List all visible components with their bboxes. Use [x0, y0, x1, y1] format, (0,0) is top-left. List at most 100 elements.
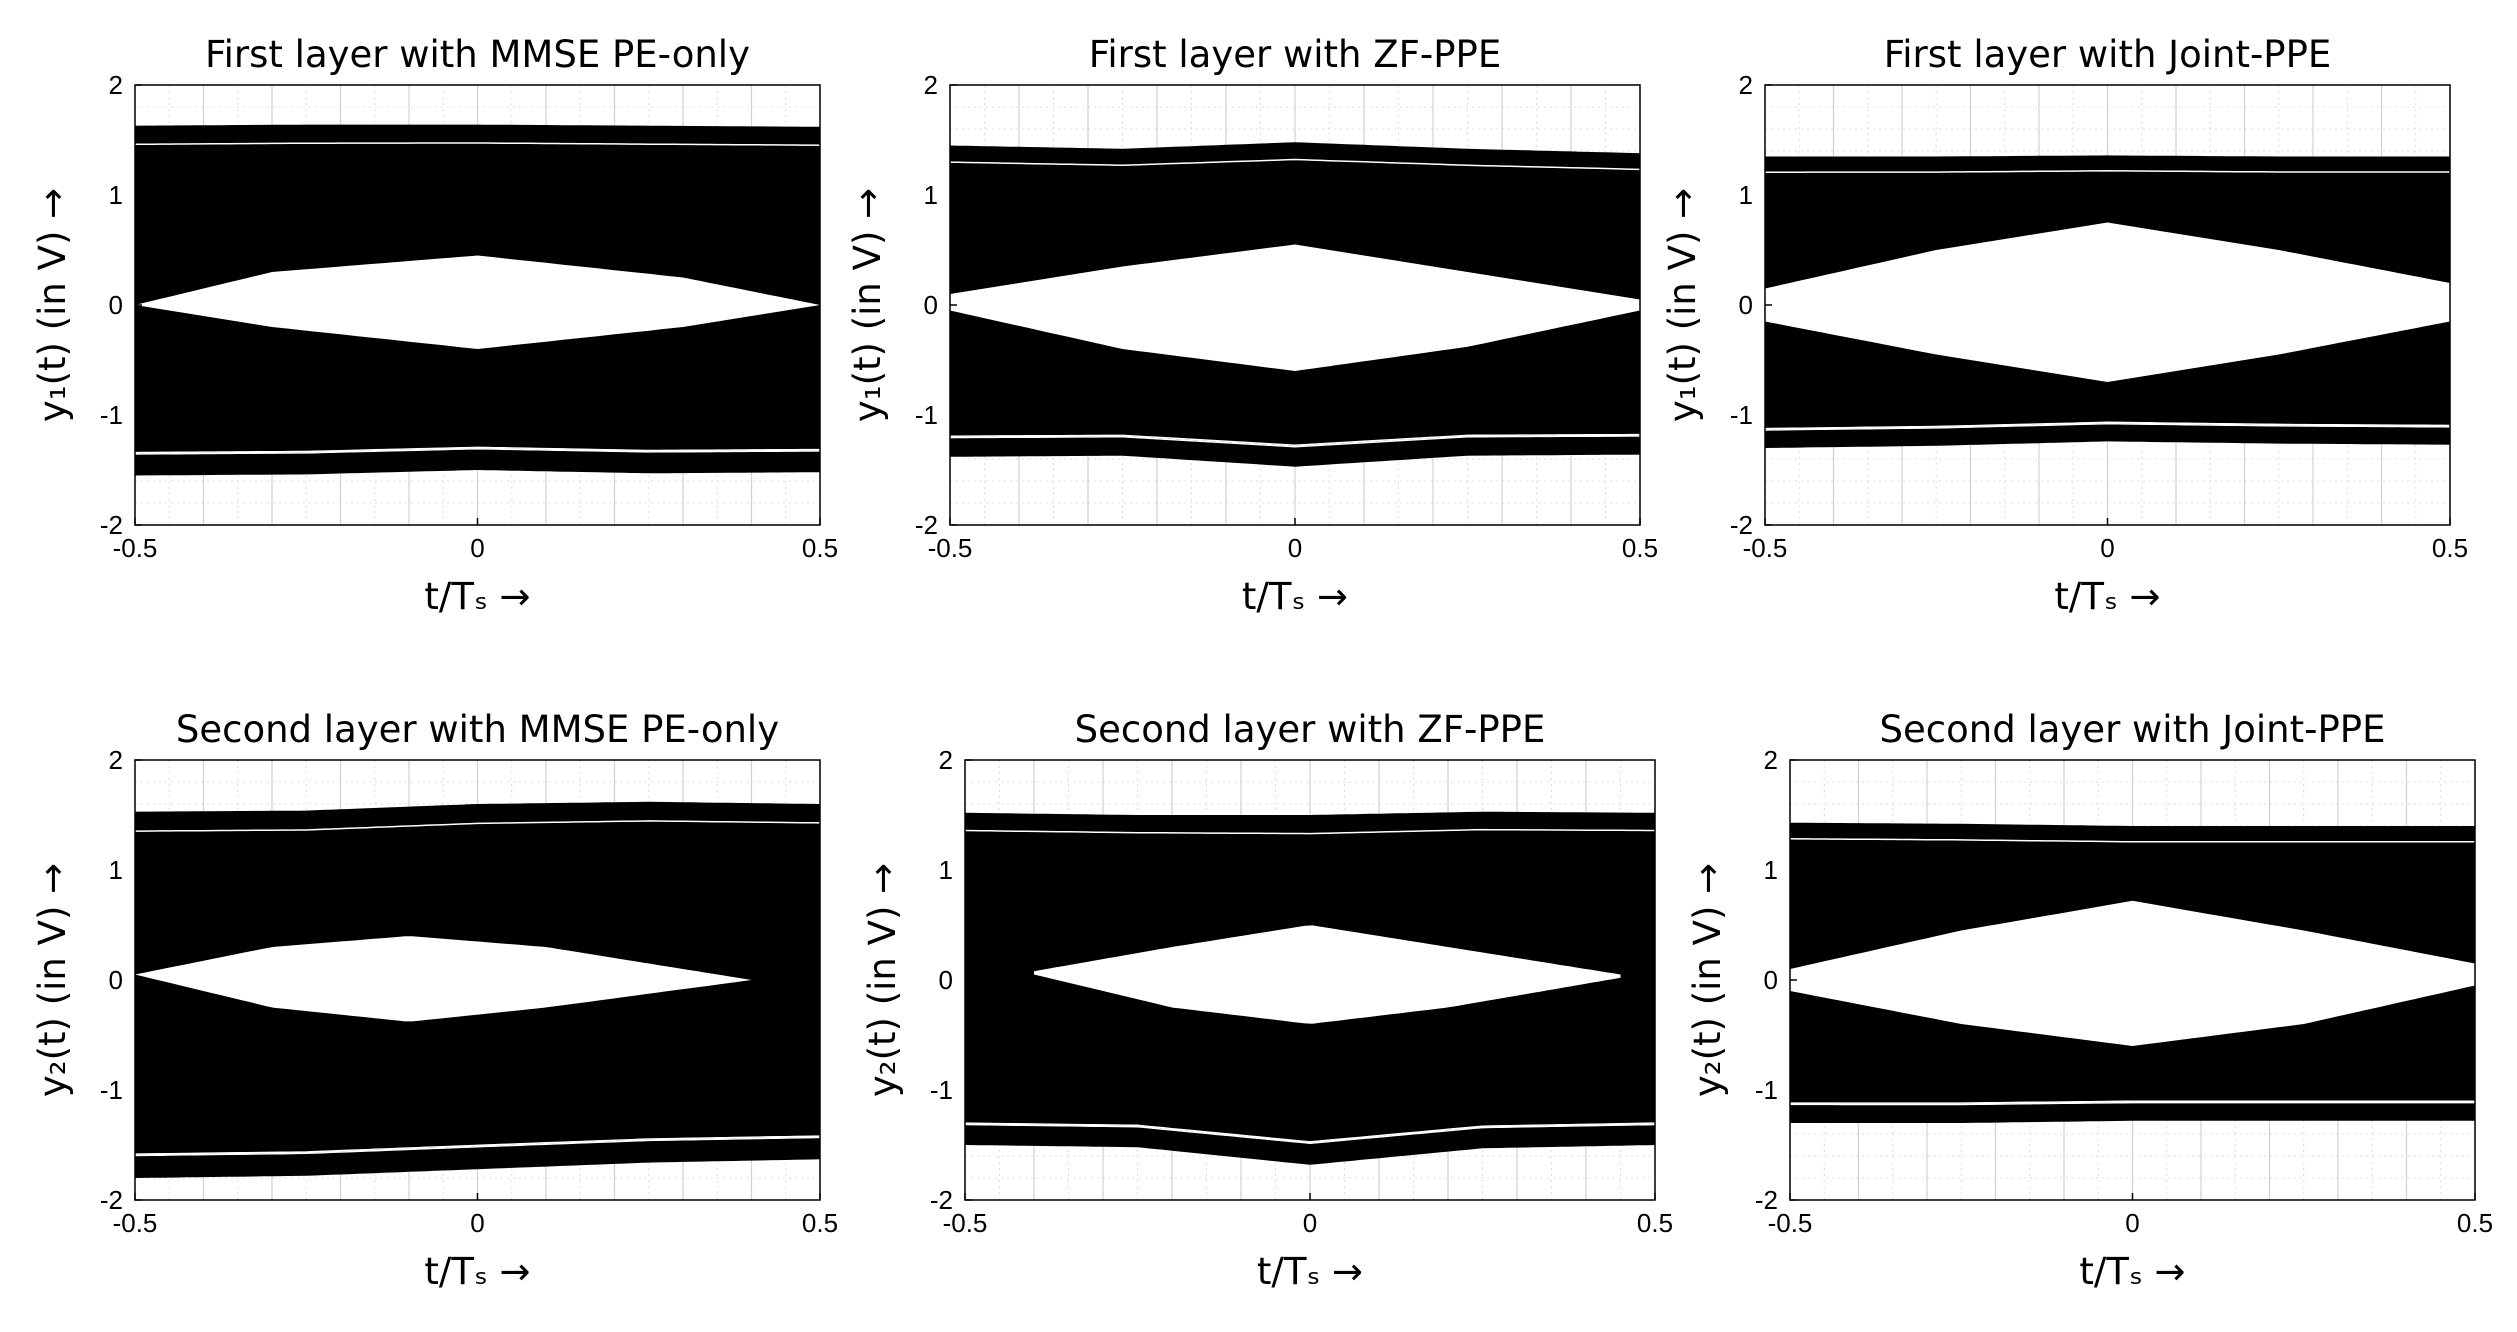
- x-tick-label: 0.5: [1622, 533, 1658, 563]
- chart-title: Second layer with MMSE PE-only: [176, 708, 779, 751]
- x-tick-label: -0.5: [1768, 1208, 1813, 1238]
- eye-opening: [950, 244, 1640, 371]
- y-tick-label: -1: [915, 400, 938, 430]
- trace-line: [1789, 838, 2475, 843]
- eye-opening: [1790, 900, 2475, 1046]
- x-tick-label: 0: [470, 1208, 484, 1238]
- x-tick-label: -0.5: [1743, 533, 1788, 563]
- trace-lines: [134, 820, 821, 1157]
- y-axis-label: y₁(t) (in V) →: [31, 188, 74, 422]
- y-tick-label: -1: [930, 1075, 953, 1105]
- y-tick-label: 1: [924, 180, 938, 210]
- y-tick-label: 1: [109, 180, 123, 210]
- trace-line: [1790, 1100, 2475, 1104]
- subplot-4: -2 -1 0 1 2 -0.5 0 0.5 Second layer with MMSE PE…: [31, 708, 838, 1293]
- y-axis-label: y₁(t) (in V) →: [1661, 188, 1704, 422]
- eye-opening: [135, 255, 820, 349]
- x-tick-label: -0.5: [943, 1208, 988, 1238]
- trace-line: [1764, 421, 2451, 430]
- y-tick-label: -2: [1730, 510, 1753, 540]
- chart-title: First layer with ZF-PPE: [1089, 33, 1501, 76]
- trace-line: [134, 142, 821, 146]
- y-tick-label: -1: [100, 400, 123, 430]
- subplot-3: -2 -1 0 1 2 -0.5 0 0.5 First layer with Joint-PP…: [1661, 33, 2468, 618]
- subplot-5: -2 -1 0 1 2 -0.5 0 0.5 Second layer with ZF-PPE t…: [861, 708, 1673, 1293]
- y-tick-label: -2: [915, 510, 938, 540]
- y-tick-label: -1: [100, 1075, 123, 1105]
- x-tick-label: 0: [1288, 533, 1302, 563]
- chart-title: Second layer with ZF-PPE: [1075, 708, 1546, 751]
- trace-line: [134, 1135, 821, 1155]
- subplot-2: -2 -1 0 1 2 -0.5 0 0.5 First layer with ZF-PPE t/…: [846, 33, 1658, 618]
- x-tick-label: -0.5: [113, 1208, 158, 1238]
- chart-title: First layer with MMSE PE-only: [205, 33, 750, 76]
- trace-line: [135, 820, 821, 832]
- trace-line: [1764, 422, 2451, 431]
- y-tick-label: -1: [1755, 1075, 1778, 1105]
- y-tick-label: 0: [1739, 290, 1753, 320]
- x-tick-label: 0: [2100, 533, 2114, 563]
- trace-line: [134, 447, 821, 455]
- y-tick-label: -1: [1730, 400, 1753, 430]
- y-tick-label: 2: [924, 70, 938, 100]
- eye-opening: [1034, 925, 1621, 1024]
- eye-opening: [135, 936, 752, 1022]
- trace-lines: [964, 828, 1656, 1145]
- y-tick-label: 2: [1739, 70, 1753, 100]
- y-tick-label: 0: [924, 290, 938, 320]
- y-tick-label: 2: [109, 745, 123, 775]
- x-axis-label: t/Tₛ →: [424, 1250, 530, 1293]
- y-tick-label: 1: [939, 855, 953, 885]
- y-axis-label: y₂(t) (in V) →: [31, 863, 74, 1097]
- x-tick-label: 0.5: [802, 1208, 838, 1238]
- trace-line: [134, 1136, 821, 1157]
- y-tick-label: -2: [1755, 1185, 1778, 1215]
- trace-line: [949, 158, 1641, 171]
- trace-lines: [949, 158, 1641, 448]
- y-tick-label: -2: [930, 1185, 953, 1215]
- y-tick-label: 2: [1764, 745, 1778, 775]
- trace-line: [964, 1122, 1656, 1143]
- x-tick-label: 0: [2125, 1208, 2139, 1238]
- chart-title: First layer with Joint-PPE: [1884, 33, 2332, 76]
- y-tick-label: 1: [1739, 180, 1753, 210]
- trace-line: [134, 446, 820, 454]
- y-tick-label: 2: [939, 745, 953, 775]
- trace-lines: [1789, 838, 2475, 1106]
- trace-line: [1790, 1101, 2475, 1106]
- x-axis-label: t/Tₛ →: [1257, 1250, 1363, 1293]
- subplot-6: -2 -1 0 1 2 -0.5 0 0.5 Second layer with Joint-P…: [1686, 708, 2493, 1293]
- trace-line: [949, 435, 1640, 448]
- chart-title: Second layer with Joint-PPE: [1880, 708, 2386, 751]
- x-axis-label: t/Tₛ →: [424, 575, 530, 618]
- x-tick-label: 0.5: [802, 533, 838, 563]
- x-tick-label: 0: [470, 533, 484, 563]
- y-tick-label: 2: [109, 70, 123, 100]
- y-tick-label: 0: [939, 965, 953, 995]
- x-axis-label: t/Tₛ →: [2054, 575, 2160, 618]
- y-tick-label: 0: [109, 290, 123, 320]
- trace-lines: [1764, 170, 2451, 431]
- y-tick-label: 0: [109, 965, 123, 995]
- y-tick-label: -2: [100, 510, 123, 540]
- eye-opening: [1765, 222, 2450, 382]
- x-axis-label: t/Tₛ →: [1242, 575, 1348, 618]
- x-tick-label: 0.5: [2432, 533, 2468, 563]
- y-tick-label: -2: [100, 1185, 123, 1215]
- trace-line: [1765, 170, 2450, 173]
- y-axis-label: y₂(t) (in V) →: [861, 863, 904, 1097]
- y-tick-label: 0: [1764, 965, 1778, 995]
- subplot-1: -2 -1 0 1 2 -0.5 0 0.5 First layer with MMSE PE-…: [31, 33, 838, 618]
- y-axis-label: y₁(t) (in V) →: [846, 188, 889, 422]
- trace-line: [964, 1123, 1656, 1145]
- x-tick-label: -0.5: [113, 533, 158, 563]
- y-tick-label: 1: [109, 855, 123, 885]
- trace-lines: [134, 142, 821, 455]
- x-tick-label: -0.5: [928, 533, 973, 563]
- x-tick-label: 0: [1303, 1208, 1317, 1238]
- x-tick-label: 0.5: [2457, 1208, 2493, 1238]
- y-tick-label: 1: [1764, 855, 1778, 885]
- x-tick-label: 0.5: [1637, 1208, 1673, 1238]
- y-axis-label: y₂(t) (in V) →: [1686, 863, 1729, 1097]
